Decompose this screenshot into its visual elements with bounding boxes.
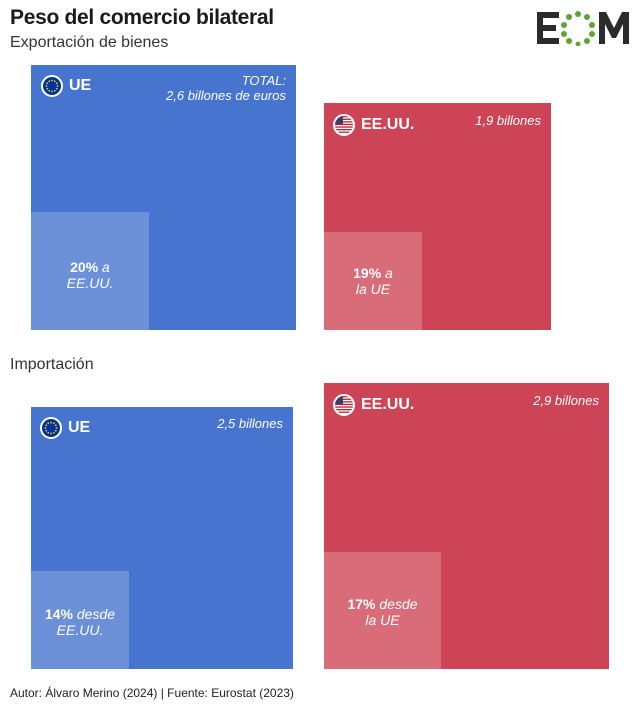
- share-square: 20% a EE.UU.: [31, 212, 149, 330]
- eu-star: [46, 82, 49, 85]
- eu-star: [48, 80, 51, 83]
- panel-label-text: UE: [68, 419, 91, 436]
- total-line2: 2,6 billones de euros: [166, 88, 286, 103]
- eu-star: [55, 82, 58, 85]
- eu-star: [56, 85, 59, 87]
- eu-star: [54, 424, 57, 427]
- share-rest: a: [381, 265, 393, 281]
- eu-star: [55, 87, 58, 90]
- share-partner: EE.UU.: [56, 622, 104, 638]
- eu-star: [53, 89, 56, 92]
- eu-flag-icon: [40, 417, 62, 439]
- eu-star: [47, 431, 50, 434]
- eu-star: [48, 89, 51, 92]
- share-value: 20%: [70, 259, 99, 275]
- share-label: 19% a la UE: [324, 265, 422, 297]
- total-line1: 1,9 billones: [475, 113, 541, 128]
- share-partner: la UE: [365, 612, 400, 628]
- chart-subtitle: Exportación de bienes: [10, 34, 169, 51]
- share-value: 17%: [347, 596, 376, 612]
- eu-star: [51, 79, 53, 82]
- exports-us-panel: EE.UU. 1,9 billones 19% a la UE: [324, 103, 551, 330]
- share-value: 19%: [353, 265, 382, 281]
- us-stripe: [335, 406, 353, 408]
- eu-flag-icon: [41, 75, 63, 97]
- share-partner: EE.UU.: [66, 275, 114, 291]
- eu-star: [47, 422, 50, 425]
- eu-star: [53, 80, 56, 83]
- us-stripe: [335, 126, 353, 128]
- us-stripe: [335, 116, 353, 118]
- total-line1: 2,5 billones: [217, 416, 283, 431]
- exports-eu-panel: UE TOTAL: 2,6 billones de euros 20% a EE…: [31, 65, 296, 330]
- share-rest: a: [98, 259, 110, 275]
- share-square: 17% desde la UE: [324, 552, 441, 669]
- us-canton: [335, 116, 343, 124]
- eu-star: [46, 87, 49, 90]
- eom-logo: [537, 11, 629, 46]
- share-square: 19% a la UE: [324, 232, 422, 330]
- us-stripe: [335, 131, 353, 133]
- panel-label-text: UE: [69, 77, 92, 94]
- eu-star: [50, 421, 52, 424]
- eu-star: [51, 90, 53, 93]
- total-text: TOTAL: 2,6 billones de euros: [166, 73, 286, 103]
- eu-star: [52, 431, 55, 434]
- total-line1: 2,9 billones: [533, 393, 599, 408]
- us-label: EE.UU.: [333, 394, 414, 416]
- panel-label-text: EE.UU.: [361, 116, 415, 133]
- share-label: 20% a EE.UU.: [31, 259, 149, 291]
- total-text: 1,9 billones: [475, 113, 541, 128]
- us-stripe: [335, 401, 353, 403]
- eu-label: UE: [41, 75, 91, 97]
- eu-star: [55, 427, 58, 429]
- eu-star: [50, 432, 52, 435]
- section-title-import: Importación: [10, 356, 94, 373]
- imports-eu-panel: UE 2,5 billones 14% desde EE.UU.: [31, 407, 293, 669]
- eu-star: [52, 422, 55, 425]
- us-canton: [335, 396, 343, 404]
- share-value: 14%: [44, 606, 73, 622]
- eu-label: UE: [40, 417, 90, 439]
- us-stripe: [335, 411, 353, 413]
- total-line1: TOTAL:: [241, 73, 286, 88]
- us-stripe: [335, 129, 353, 131]
- us-stripe: [335, 403, 353, 406]
- us-flag-icon: [333, 394, 355, 416]
- eu-star: [45, 424, 48, 427]
- total-text: 2,5 billones: [217, 416, 283, 431]
- us-stripe: [335, 396, 353, 398]
- eu-star: [54, 429, 57, 432]
- us-stripe: [335, 398, 353, 400]
- us-stripe: [335, 121, 353, 123]
- share-rest: desde: [72, 606, 116, 622]
- share-square: 14% desde EE.UU.: [31, 571, 129, 669]
- share-rest: desde: [375, 596, 418, 612]
- us-stripe: [335, 409, 353, 411]
- share-partner: la UE: [355, 281, 391, 297]
- us-stripe: [335, 118, 353, 120]
- share-label: 14% desde EE.UU.: [31, 606, 129, 638]
- footer-source: Autor: Álvaro Merino (2024) | Fuente: Eu…: [10, 686, 294, 700]
- chart-title: Peso del comercio bilateral: [10, 6, 274, 29]
- eu-star: [45, 429, 48, 432]
- eu-star: [44, 427, 47, 429]
- eu-star: [45, 85, 48, 87]
- share-label: 17% desde la UE: [324, 596, 441, 628]
- us-flag-icon: [333, 114, 355, 136]
- imports-us-panel: EE.UU. 2,9 billones 17% desde la UE: [324, 383, 609, 669]
- panel-label-text: EE.UU.: [361, 396, 415, 413]
- total-text: 2,9 billones: [533, 393, 599, 408]
- us-stripe: [335, 123, 353, 126]
- us-label: EE.UU.: [333, 114, 414, 136]
